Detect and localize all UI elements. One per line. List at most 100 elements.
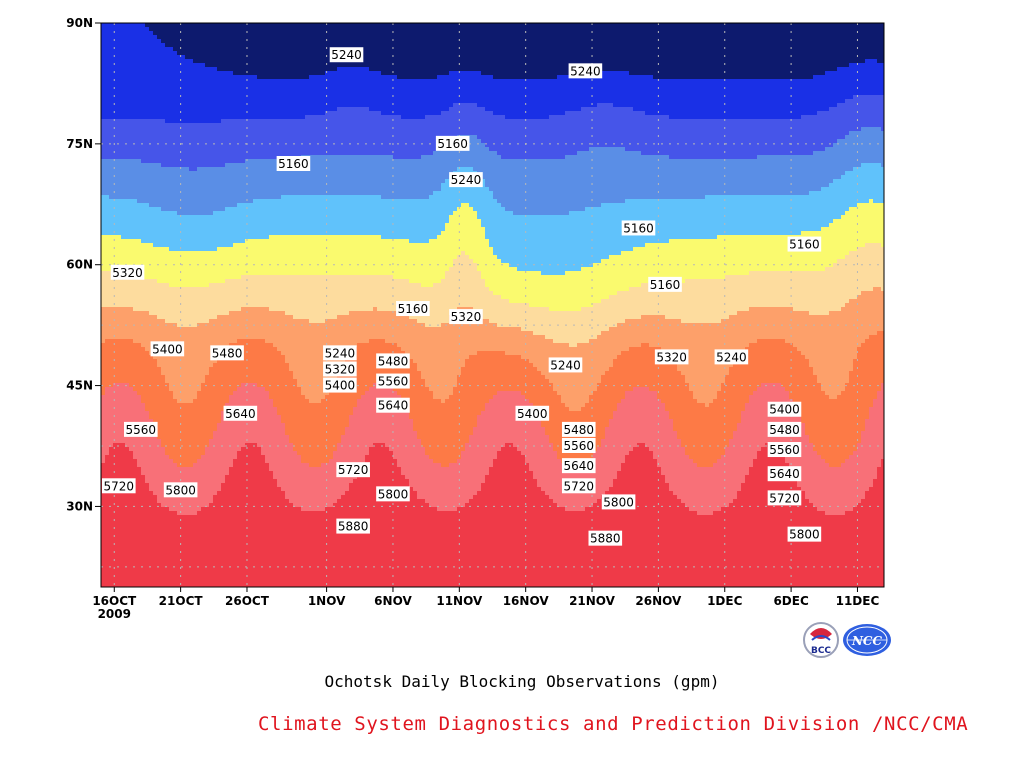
field-cell (173, 79, 177, 83)
field-cell (129, 231, 133, 235)
field-cell (157, 511, 161, 515)
field-cell (133, 83, 137, 87)
field-cell (201, 291, 205, 295)
field-cell (169, 375, 173, 379)
field-cell (121, 179, 125, 183)
field-cell (129, 35, 133, 39)
field-cell (209, 35, 213, 39)
field-cell (153, 483, 157, 487)
field-cell (225, 191, 229, 195)
field-cell (117, 27, 121, 31)
field-cell (125, 447, 129, 451)
field-cell (105, 67, 109, 71)
field-cell (169, 67, 173, 71)
field-cell (177, 403, 181, 407)
field-cell (153, 71, 157, 75)
field-cell (129, 539, 133, 543)
field-cell (101, 463, 105, 467)
field-cell (133, 319, 137, 323)
field-cell (189, 379, 193, 383)
field-cell (141, 87, 145, 91)
field-cell (197, 519, 201, 523)
field-cell (185, 263, 189, 267)
field-cell (181, 203, 185, 207)
field-cell (101, 447, 105, 451)
field-cell (145, 167, 149, 171)
field-cell (165, 535, 169, 539)
field-cell (233, 27, 237, 31)
field-cell (241, 87, 245, 91)
field-cell (201, 359, 205, 363)
field-cell (133, 299, 137, 303)
field-cell (201, 323, 205, 327)
field-cell (133, 223, 137, 227)
field-cell (193, 255, 197, 259)
field-cell (121, 443, 125, 447)
field-cell (113, 187, 117, 191)
field-cell (105, 83, 109, 87)
field-cell (173, 423, 177, 427)
field-cell (141, 279, 145, 283)
field-cell (201, 351, 205, 355)
field-cell (157, 247, 161, 251)
field-cell (229, 379, 233, 383)
field-cell (129, 123, 133, 127)
field-cell (205, 203, 209, 207)
field-cell (121, 131, 125, 135)
field-cell (129, 567, 133, 571)
field-cell (105, 231, 109, 235)
field-cell (177, 67, 181, 71)
field-cell (137, 331, 141, 335)
field-cell (173, 555, 177, 559)
field-cell (205, 519, 209, 523)
field-cell (233, 311, 237, 315)
field-cell (129, 91, 133, 95)
field-cell (237, 111, 241, 115)
field-cell (137, 107, 141, 111)
field-cell (165, 507, 169, 511)
field-cell (229, 99, 233, 103)
field-cell (153, 567, 157, 571)
field-cell (161, 495, 165, 499)
field-cell (173, 259, 177, 263)
field-cell (101, 351, 105, 355)
field-cell (209, 211, 213, 215)
field-cell (221, 511, 225, 515)
field-cell (157, 403, 161, 407)
field-cell (169, 139, 173, 143)
field-cell (225, 455, 229, 459)
field-cell (121, 251, 125, 255)
field-cell (125, 27, 129, 31)
field-cell (149, 319, 153, 323)
field-cell (129, 327, 133, 331)
field-cell (193, 575, 197, 579)
field-cell (197, 231, 201, 235)
field-cell (197, 75, 201, 79)
field-cell (185, 331, 189, 335)
field-cell (133, 35, 137, 39)
field-cell (173, 147, 177, 151)
field-cell (205, 407, 209, 411)
field-cell (101, 219, 105, 223)
field-cell (221, 371, 225, 375)
field-cell (205, 331, 209, 335)
field-cell (213, 47, 217, 51)
field-cell (233, 135, 237, 139)
field-cell (133, 583, 137, 587)
field-cell (101, 211, 105, 215)
field-cell (189, 47, 193, 51)
field-cell (233, 215, 237, 219)
field-cell (193, 323, 197, 327)
field-cell (237, 379, 241, 383)
field-cell (165, 115, 169, 119)
field-cell (185, 27, 189, 31)
field-cell (109, 315, 113, 319)
field-cell (129, 95, 133, 99)
field-cell (229, 199, 233, 203)
field-cell (241, 195, 245, 199)
field-cell (129, 511, 133, 515)
field-cell (113, 207, 117, 211)
field-cell (217, 339, 221, 343)
field-cell (201, 451, 205, 455)
field-cell (149, 515, 153, 519)
